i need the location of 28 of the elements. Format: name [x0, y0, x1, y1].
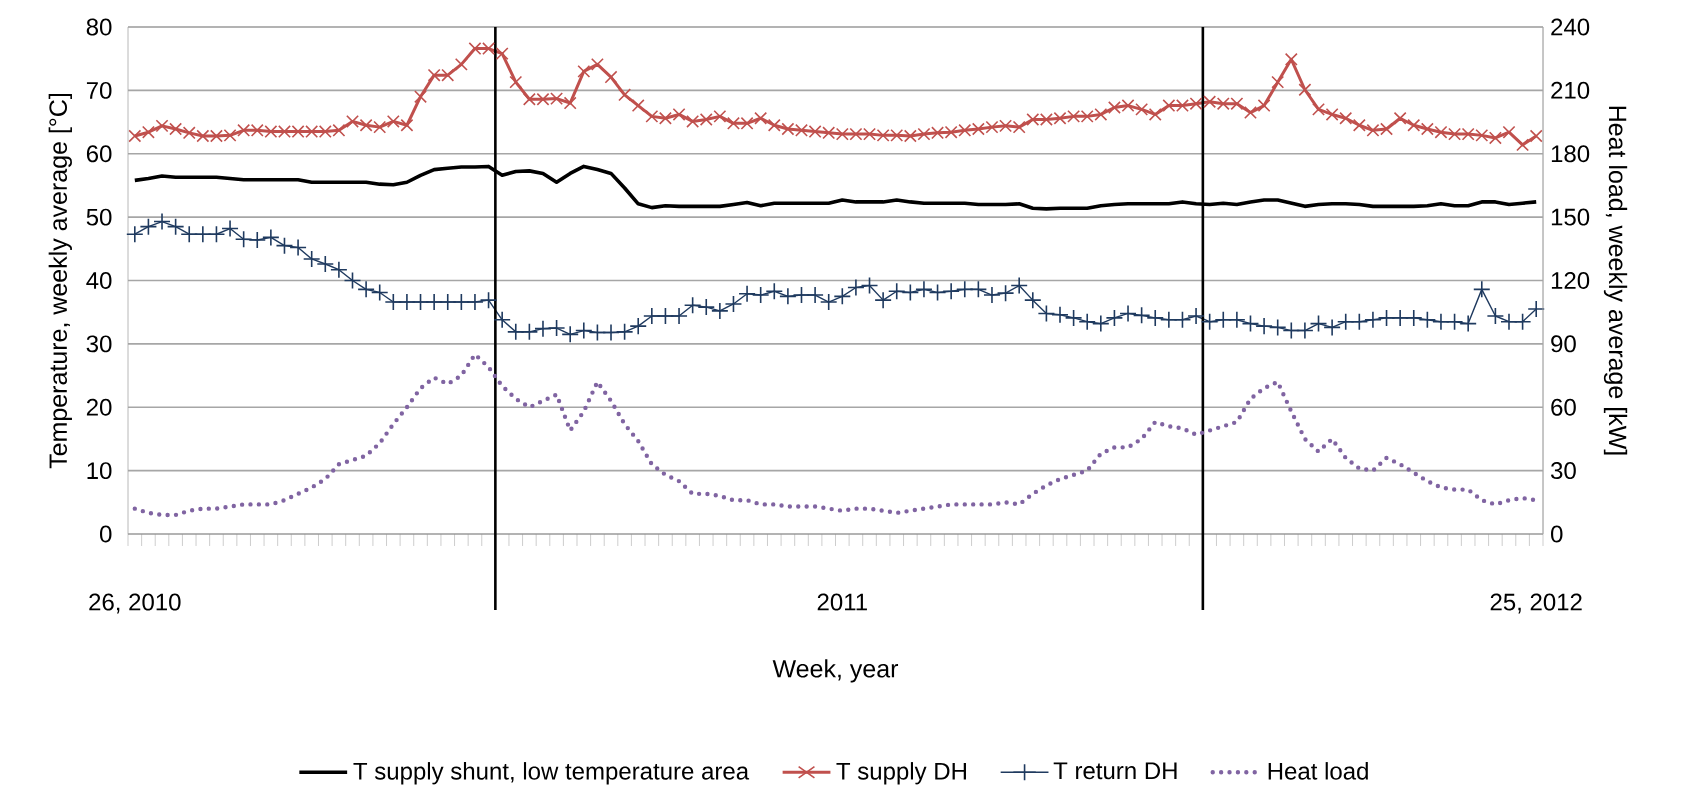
y-tick-label: 70: [86, 81, 112, 99]
y-tick-label: 0: [100, 525, 112, 543]
y-tick-label: 80: [86, 18, 112, 36]
y-tick-label: 10: [87, 462, 112, 480]
y2-tick-label: 90: [1551, 335, 1576, 353]
y-tick-label: 60: [86, 145, 112, 163]
y2-tick-label: 150: [1551, 208, 1590, 226]
y2-tick-label: 120: [1551, 272, 1590, 289]
y-tick-label: 50: [86, 208, 112, 226]
y-tick-label: 30: [86, 335, 112, 353]
y2-tick-label: 0: [1551, 525, 1563, 543]
legend-label: T supply DH: [836, 762, 966, 785]
y2-tick-label: 30: [1550, 462, 1576, 480]
legend-label: T return DH: [1053, 762, 1177, 780]
x-tick-label: 2011: [817, 593, 867, 611]
y2-tick-label: 60: [1551, 398, 1576, 416]
y2-tick-label: 240: [1551, 18, 1590, 36]
x-tick-label: 25, 2012: [1490, 593, 1582, 614]
legend-label: T supply shunt, low temperature area: [353, 762, 750, 785]
y-tick-label: 40: [86, 272, 112, 289]
y2-axis-title: Heat load, weekly average [kW]: [1603, 106, 1628, 455]
legend-label: Heat load: [1268, 762, 1368, 780]
y-tick-label: 20: [86, 398, 112, 416]
y2-tick-label: 180: [1551, 145, 1590, 163]
y2-tick-label: 210: [1551, 81, 1590, 99]
y-axis-title: Temperature, weekly average [°C]: [48, 93, 72, 469]
x-axis-title: Week, year: [772, 659, 899, 683]
x-tick-label: 26, 2010: [89, 593, 181, 614]
